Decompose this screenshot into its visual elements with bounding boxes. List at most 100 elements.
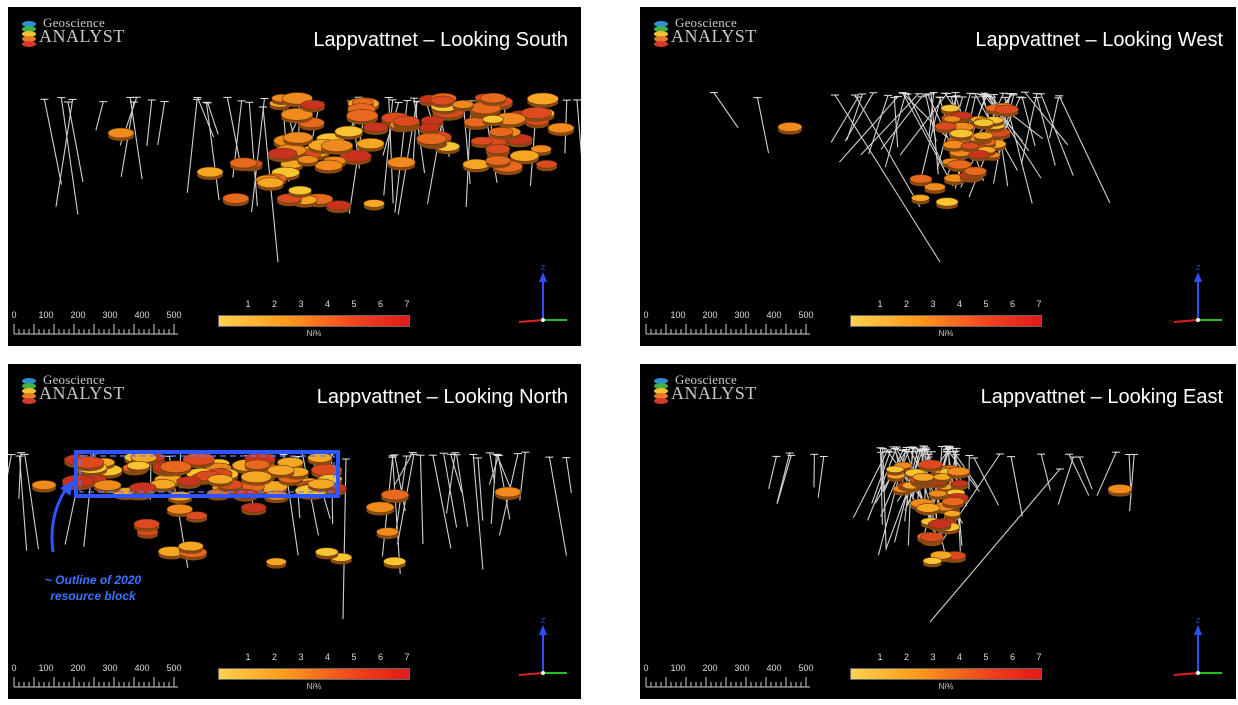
scale-tick-label: 0 [12,663,17,673]
scale-tick-label: 300 [734,663,749,673]
logo-text-analyst: ANALYST [671,383,757,403]
legend-label: Ni% [306,329,322,338]
geoscience-analyst-logo: Geoscience ANALYST [20,372,140,406]
legend-tick-label: 7 [404,652,410,662]
scale-bar: 0 100 200 300 400 500 [643,661,824,691]
axis-triad-icon[interactable]: Z [513,613,573,693]
legend-tick-label: 7 [1036,652,1042,662]
panel-title: Lappvattnet – Looking East [980,386,1223,408]
panel-title: Lappvattnet – Looking South [313,29,568,51]
annotation-line-2: resource block [50,589,136,603]
ni-legend: 1 2 3 4 5 6 7 Ni% [218,652,410,692]
legend-tick-label: 1 [245,652,251,662]
drillhole-scene[interactable] [8,7,581,346]
scale-tick-label: 200 [70,663,85,673]
ni-legend: 1 2 3 4 5 6 7 Ni% [850,299,1042,339]
legend-label: Ni% [938,329,954,338]
legend-tick-label: 7 [404,299,410,309]
legend-tick-label: 1 [245,299,251,309]
legend-tick-label: 2 [271,299,278,309]
legend-tick-label: 6 [377,652,384,662]
view-panel-south[interactable]: Geoscience ANALYST Lappvattnet – Looking… [8,7,581,346]
scale-tick-label: 200 [70,310,85,320]
scale-tick-label: 400 [766,663,781,673]
drillhole-scene[interactable] [640,364,1236,699]
logo-text-analyst: ANALYST [39,26,125,46]
scale-tick-label: 500 [798,310,813,320]
legend-color-bar [218,668,410,680]
view-panel-west[interactable]: Geoscience ANALYST Lappvattnet – Looking… [640,7,1236,346]
view-panel-east[interactable]: Geoscience ANALYST Lappvattnet – Looking… [640,364,1236,699]
legend-ticks: 1 2 3 4 5 6 7 [850,652,1042,666]
legend-color-bar [850,315,1042,327]
view-panel-north[interactable]: Geoscience ANALYST Lappvattnet – Looking… [8,364,581,699]
svg-text:Z: Z [541,265,546,272]
scale-tick-label: 100 [38,310,53,320]
scale-tick-label: 300 [102,663,117,673]
ni-legend: 1 2 3 4 5 6 7 Ni% [218,299,410,339]
annotation-line-1: ~ Outline of 2020 [44,573,142,587]
legend-tick-label: 4 [956,299,963,309]
axis-triad-icon[interactable]: Z [513,260,573,340]
geoscience-analyst-logo: Geoscience ANALYST [652,15,772,49]
panel-title: Lappvattnet – Looking North [316,386,568,408]
scale-tick-label: 200 [702,310,717,320]
scale-tick-label: 300 [734,310,749,320]
geoscience-analyst-logo-icon [654,21,668,47]
legend-label: Ni% [306,682,322,691]
svg-text:Z: Z [1196,618,1201,625]
logo-text-analyst: ANALYST [39,383,125,403]
scale-tick-label: 0 [12,310,17,320]
svg-text:Z: Z [541,618,546,625]
axis-triad-icon[interactable]: Z [1168,260,1228,340]
legend-tick-label: 6 [377,299,384,309]
legend-ticks: 1 2 3 4 5 6 7 [850,299,1042,313]
legend-tick-label: 2 [903,299,910,309]
drillhole-scene[interactable] [640,7,1236,346]
logo-text-analyst: ANALYST [671,26,757,46]
legend-ticks: 1 2 3 4 5 6 7 [218,652,410,666]
legend-color-bar [218,315,410,327]
geoscience-analyst-logo: Geoscience ANALYST [20,15,140,49]
legend-tick-label: 2 [271,652,278,662]
legend-tick-label: 5 [983,299,989,309]
logo-text-geoscience: Geoscience [43,372,105,387]
scale-tick-label: 100 [38,663,53,673]
geoscience-analyst-logo: Geoscience ANALYST [652,372,772,406]
geoscience-analyst-logo-icon [22,21,36,47]
scale-tick-label: 400 [134,663,149,673]
scale-tick-label: 500 [166,663,181,673]
legend-tick-label: 6 [1009,299,1016,309]
logo-text-geoscience: Geoscience [43,15,105,30]
axis-triad-icon[interactable]: Z [1168,613,1228,693]
scale-bar: 0 100 200 300 400 500 [11,308,192,338]
scale-tick-label: 100 [670,310,685,320]
scale-tick-label: 400 [134,310,149,320]
legend-tick-label: 5 [351,652,357,662]
legend-tick-label: 2 [903,652,910,662]
legend-tick-label: 5 [983,652,989,662]
legend-label: Ni% [938,682,954,691]
scale-tick-label: 500 [798,663,813,673]
legend-tick-label: 4 [324,652,331,662]
scale-tick-label: 100 [670,663,685,673]
drillhole-scene[interactable] [8,364,581,699]
scale-tick-label: 0 [644,310,649,320]
legend-tick-label: 4 [956,652,963,662]
scale-tick-label: 300 [102,310,117,320]
legend-color-bar [850,668,1042,680]
ni-legend: 1 2 3 4 5 6 7 Ni% [850,652,1042,692]
legend-tick-label: 1 [877,299,883,309]
legend-tick-label: 3 [930,652,936,662]
geoscience-analyst-logo-icon [654,378,668,404]
scale-tick-label: 500 [166,310,181,320]
logo-text-geoscience: Geoscience [675,372,737,387]
legend-tick-label: 3 [298,652,304,662]
legend-tick-label: 3 [298,299,304,309]
scale-tick-label: 200 [702,663,717,673]
scale-bar: 0 100 200 300 400 500 [643,308,824,338]
legend-ticks: 1 2 3 4 5 6 7 [218,299,410,313]
legend-tick-label: 6 [1009,652,1016,662]
legend-tick-label: 5 [351,299,357,309]
panel-title: Lappvattnet – Looking West [975,29,1223,51]
